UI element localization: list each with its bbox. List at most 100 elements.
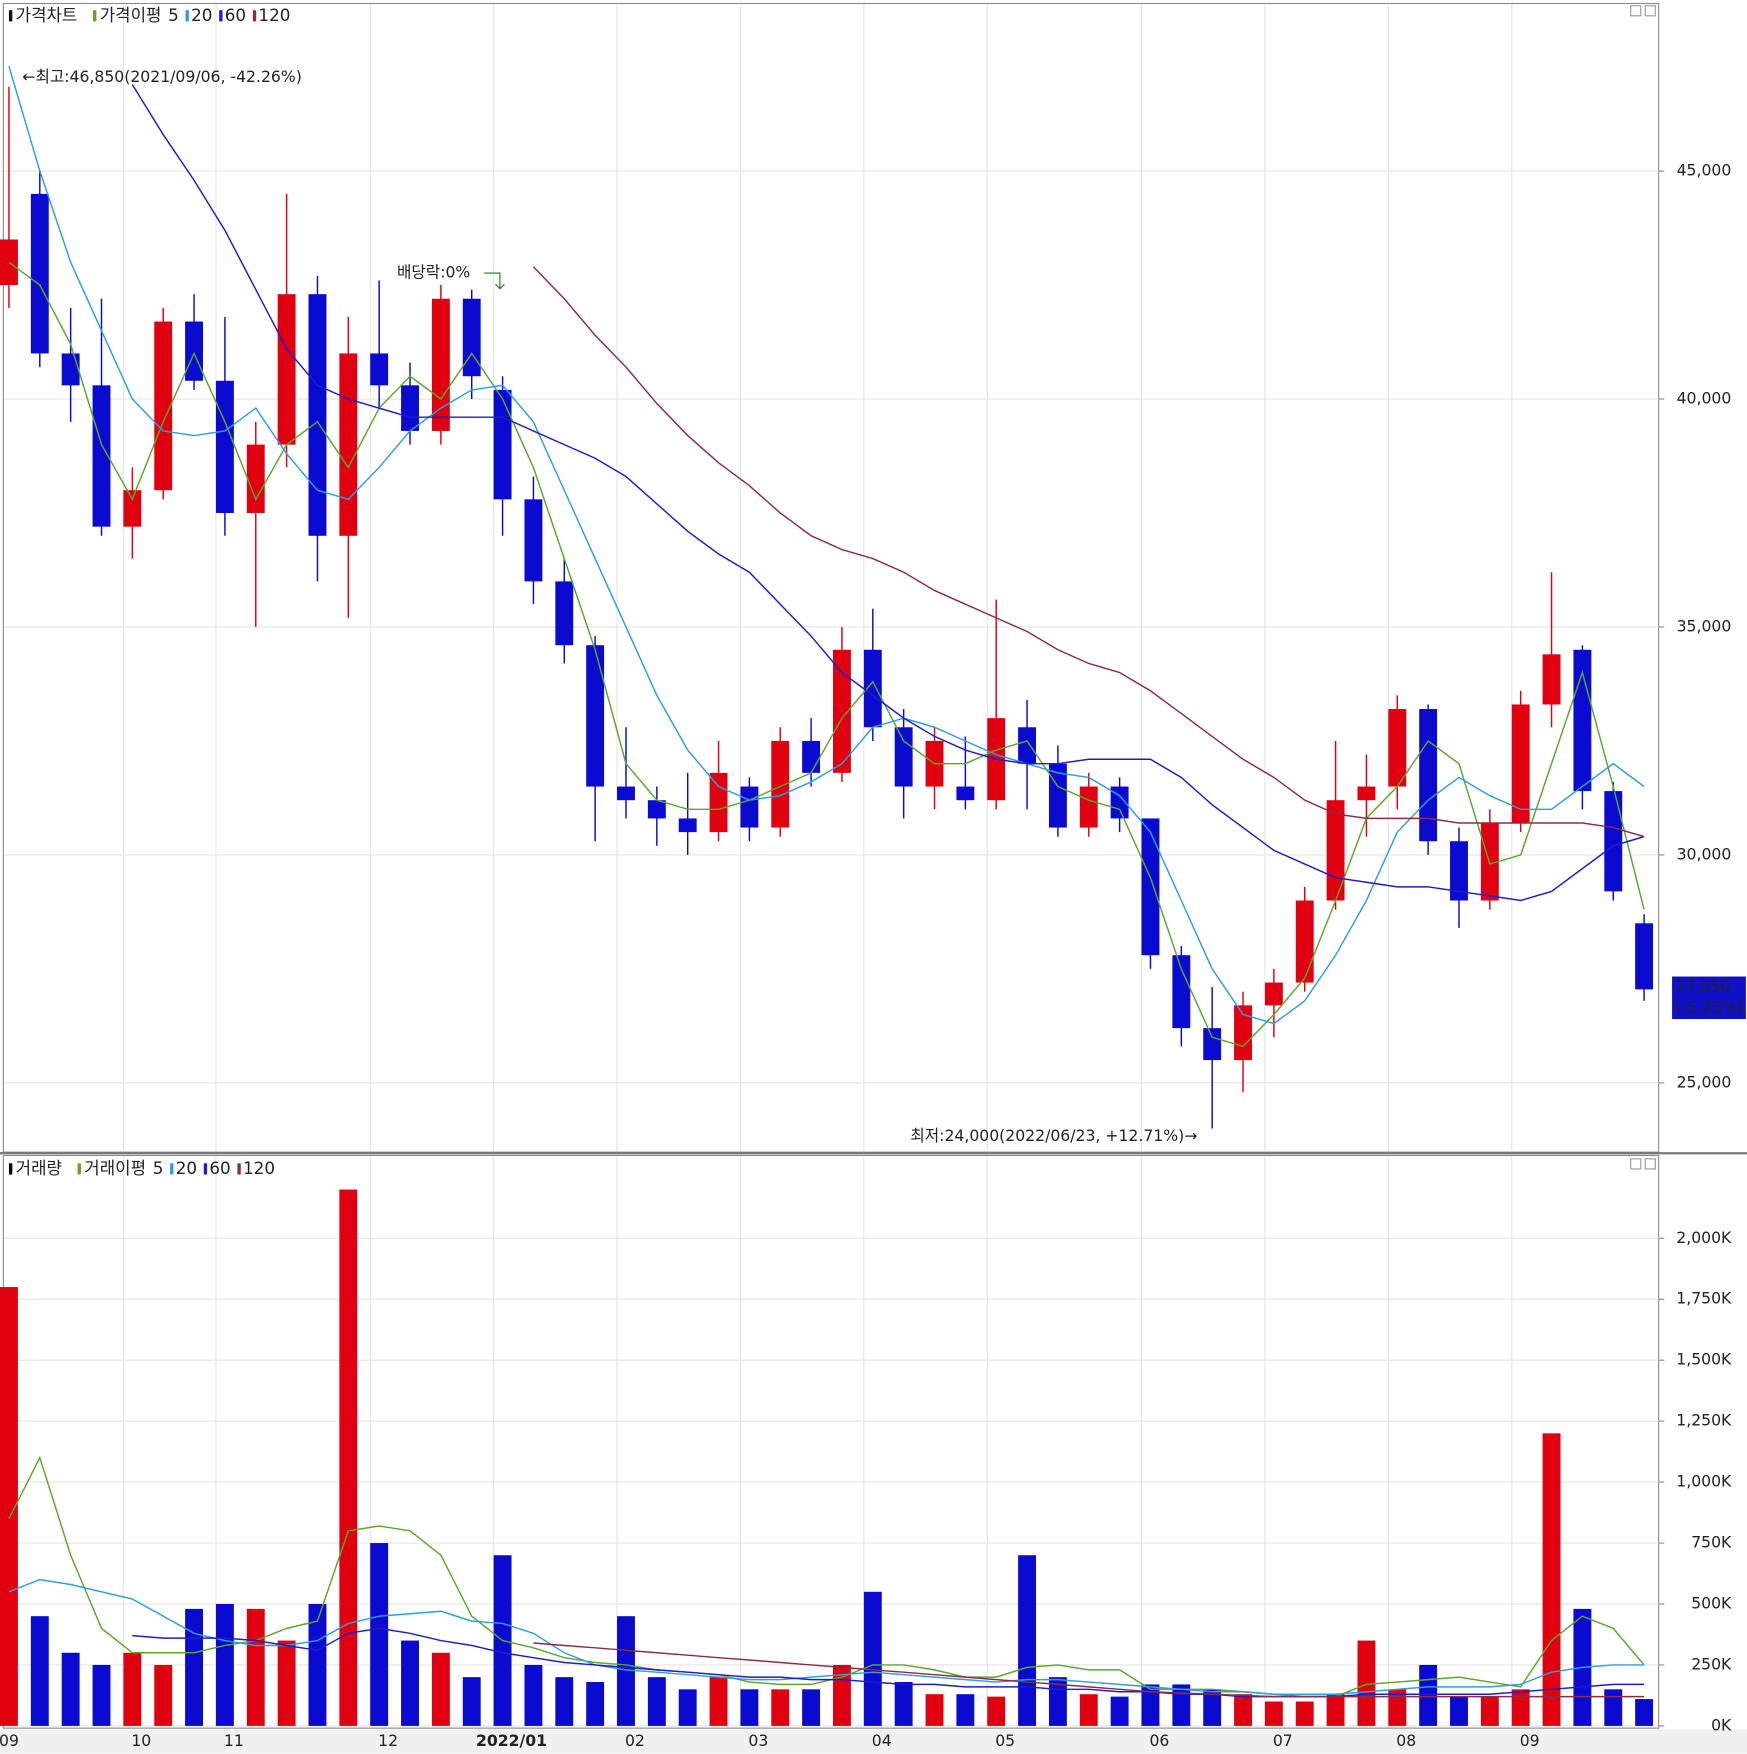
y-tick-label: 500K — [1691, 1593, 1732, 1612]
moving-average-line — [532, 266, 1645, 838]
y-tick-label: 1,250K — [1676, 1411, 1732, 1430]
candle-body — [339, 353, 358, 536]
candle-body — [1419, 709, 1438, 842]
volume-bar — [215, 1603, 234, 1726]
legend-ma-title: 거래이평 — [84, 1158, 146, 1178]
x-tick-label: 09 — [0, 1731, 19, 1750]
moving-average-line — [8, 66, 1645, 1025]
x-tick-label: 08 — [1396, 1731, 1416, 1750]
legend-title: 거래량 — [16, 1158, 62, 1178]
candle-body — [1357, 786, 1376, 801]
moving-average-line — [131, 84, 1645, 902]
volume-bar — [1079, 1694, 1098, 1726]
candle-body — [894, 727, 913, 787]
candle-body — [431, 298, 450, 431]
minimize-button[interactable] — [1630, 5, 1642, 17]
volume-bar — [802, 1689, 821, 1726]
dividend-arrow — [484, 272, 505, 290]
x-tick-label: 10 — [131, 1731, 151, 1750]
marks-layer — [0, 66, 1654, 1726]
legend-ma-title: 가격이평 — [100, 5, 162, 25]
candle-body — [1079, 786, 1098, 828]
candle-body — [1635, 923, 1654, 990]
legend-swatch — [93, 10, 97, 22]
candle-body — [524, 499, 543, 582]
volume-window-buttons[interactable] — [1630, 1158, 1656, 1170]
candle-body — [617, 786, 635, 801]
volume-bar — [894, 1682, 913, 1726]
legend-entry: 20 — [176, 1158, 197, 1178]
grid-layer — [4, 4, 1659, 1728]
volume-bar — [678, 1689, 697, 1726]
dividend-annotation: 배당락:0% — [397, 263, 470, 282]
candle-body — [30, 193, 49, 354]
x-tick-label: 06 — [1149, 1731, 1169, 1750]
low-annotation: 최저:24,000(2022/06/23, +12.71%)→ — [910, 1126, 1197, 1145]
volume-bar — [1141, 1684, 1160, 1726]
volume-bar — [956, 1694, 975, 1726]
x-tick-label: 03 — [748, 1731, 768, 1750]
moving-average-line — [132, 1627, 1645, 1698]
legend-swatch — [8, 10, 13, 22]
volume-bar — [154, 1664, 173, 1726]
legend-entry: 5 — [168, 5, 179, 25]
candle-body — [1141, 818, 1160, 956]
volume-bar — [308, 1603, 327, 1726]
candle-body — [123, 490, 142, 527]
volume-bar — [709, 1677, 728, 1726]
volume-bar — [61, 1652, 80, 1726]
price-window-buttons[interactable] — [1630, 5, 1656, 17]
close-button[interactable] — [1644, 1158, 1656, 1170]
candle-body — [0, 239, 18, 286]
y-tick-label: 2,000K — [1676, 1228, 1732, 1247]
legend-entry: 20 — [191, 5, 212, 25]
candle-body — [1018, 727, 1037, 764]
candle-body — [462, 298, 481, 377]
moving-average-line — [8, 1455, 1645, 1698]
volume-bar — [0, 1287, 18, 1726]
volume-bar — [647, 1677, 666, 1726]
volume-bar — [524, 1664, 543, 1726]
x-tick-label: 02 — [625, 1731, 645, 1750]
minimize-button[interactable] — [1630, 1158, 1642, 1170]
volume-bar — [92, 1664, 111, 1726]
volume-bar — [1480, 1696, 1499, 1726]
volume-bar — [339, 1189, 358, 1726]
volume-bar — [1357, 1640, 1376, 1726]
x-tick-label: 07 — [1273, 1731, 1293, 1750]
candle-body — [1234, 1005, 1252, 1061]
y-tick-label: 1,750K — [1676, 1289, 1732, 1308]
volume-bar — [987, 1696, 1006, 1726]
close-button[interactable] — [1644, 5, 1656, 17]
x-tick-label: 05 — [995, 1731, 1015, 1750]
candle-body — [277, 294, 296, 445]
volume-bar — [1419, 1664, 1438, 1726]
legend-entry: 60 — [209, 1158, 230, 1178]
legend-swatch — [203, 1163, 208, 1175]
volume-bar — [863, 1591, 882, 1726]
legend-entry: 120 — [258, 5, 290, 25]
volume-bar — [1264, 1701, 1283, 1726]
volume-bar — [370, 1543, 389, 1726]
y-tick-label: 750K — [1691, 1533, 1732, 1552]
candle-body — [647, 800, 666, 819]
candle-body — [1511, 704, 1530, 824]
candle-body — [1264, 982, 1283, 1006]
volume-bar — [1295, 1701, 1314, 1726]
text-layer: 09 10 11 12 2022/01 02 03 04 05 06 07 08 09 25,000 30,… — [0, 5, 1746, 1750]
legend-entry: 120 — [243, 1158, 275, 1178]
volume-bar — [740, 1689, 759, 1726]
candle-body — [1172, 955, 1191, 1029]
candle-body — [154, 321, 173, 491]
volume-bar — [123, 1652, 142, 1726]
volume-bar — [617, 1616, 635, 1726]
candle-body — [1542, 654, 1561, 705]
x-tick-label: 11 — [224, 1731, 244, 1750]
volume-bar — [431, 1652, 450, 1726]
volume-bar — [1604, 1689, 1623, 1726]
volume-bar — [1018, 1555, 1037, 1726]
candle-body — [740, 786, 759, 828]
candle-body — [586, 645, 605, 787]
legend-swatch — [170, 1163, 174, 1175]
